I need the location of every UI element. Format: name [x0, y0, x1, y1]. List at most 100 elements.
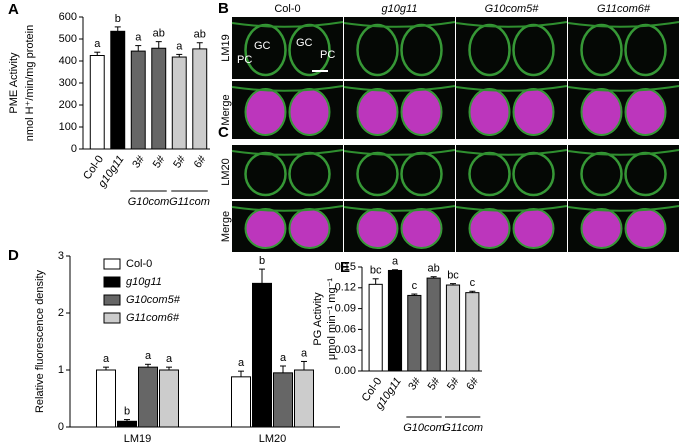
y-tick-label: 200 — [59, 99, 77, 111]
bar — [426, 277, 441, 372]
guard-cell-merge — [580, 88, 623, 136]
y-tick-label: 3 — [58, 250, 64, 262]
significance-letter: c — [412, 280, 418, 292]
y-tick-label: 0.15 — [335, 261, 356, 273]
y-axis-unit: nmol H⁺/min/mg protein — [24, 25, 36, 141]
guard-cell-merge — [580, 208, 623, 249]
group-label: G11com — [169, 196, 210, 208]
bar — [130, 50, 146, 150]
cell-wall — [567, 205, 680, 212]
guard-cell-merge — [624, 208, 667, 249]
guard-cell — [356, 23, 399, 77]
y-tick-label: 0 — [71, 143, 77, 155]
guard-cell — [244, 23, 287, 77]
bar — [138, 366, 158, 428]
legend-label: Col-0 — [126, 258, 152, 270]
y-axis-title: Relative fluorescence density — [34, 269, 46, 413]
bar — [273, 372, 293, 428]
guard-cell-merge — [468, 88, 511, 136]
row-label: LM19 — [220, 34, 232, 62]
cell-wall — [567, 149, 680, 156]
cell-annotation: GC — [296, 37, 313, 49]
group-label: G10com — [403, 422, 445, 434]
y-tick-label: 0.00 — [335, 365, 356, 377]
significance-letter: b — [259, 255, 265, 267]
guard-cell — [468, 151, 511, 197]
significance-letter: a — [392, 256, 399, 268]
y-tick-label: 0.03 — [335, 344, 356, 356]
guard-cell-merge — [400, 88, 443, 136]
y-tick-label: 300 — [59, 77, 77, 89]
row-label: LM20 — [220, 158, 232, 186]
y-tick-label: 100 — [59, 121, 77, 133]
cell-wall — [455, 85, 568, 92]
bar — [294, 369, 314, 428]
cell-wall — [343, 85, 456, 92]
x-tick-label: LM20 — [259, 433, 287, 445]
guard-cell — [244, 151, 287, 197]
significance-letter: c — [470, 277, 476, 289]
y-tick-label: 1 — [58, 364, 64, 376]
panel-label: B — [218, 0, 229, 17]
panel-label: E — [340, 259, 350, 276]
cell-wall — [231, 85, 344, 92]
significance-letter: a — [176, 40, 183, 52]
bar — [117, 420, 137, 428]
guard-cell-merge — [356, 208, 399, 249]
guard-cell-merge — [288, 208, 331, 249]
significance-letter: a — [135, 32, 142, 44]
column-label: G10com5# — [485, 3, 540, 15]
guard-cell — [580, 151, 623, 197]
y-tick-label: 0.09 — [335, 303, 356, 315]
guard-cell-merge — [356, 88, 399, 136]
significance-letter: a — [301, 347, 308, 359]
bar — [171, 56, 187, 150]
legend-label: G11com6# — [126, 312, 180, 324]
cell-annotation: PC — [237, 54, 252, 66]
legend-swatch — [103, 258, 121, 270]
y-tick-label: 400 — [59, 55, 77, 67]
guard-cell-merge — [288, 88, 331, 136]
y-tick-label: 0.06 — [335, 323, 356, 335]
y-axis-title: PG Activity — [312, 292, 324, 346]
panel-label: A — [8, 1, 19, 18]
row-label: Merge — [220, 211, 232, 242]
significance-letter: bc — [447, 270, 459, 282]
cell-wall — [455, 21, 568, 28]
bar — [445, 284, 461, 372]
guard-cell-merge — [244, 208, 287, 249]
bar — [89, 55, 105, 150]
legend-label: g10g11 — [126, 276, 162, 288]
significance-letter: a — [280, 352, 287, 364]
column-label: g10g11 — [382, 3, 418, 15]
cell-wall — [343, 205, 456, 212]
guard-cell-merge — [512, 88, 555, 136]
legend-swatch — [103, 294, 121, 306]
bar — [192, 48, 208, 150]
significance-letter: a — [166, 353, 173, 365]
bar — [387, 269, 403, 372]
y-tick-label: 600 — [59, 11, 77, 23]
legend-swatch — [103, 312, 121, 324]
significance-letter: bc — [370, 265, 382, 277]
panel-label: D — [8, 247, 19, 264]
x-tick-label: LM19 — [124, 433, 152, 445]
bar — [407, 294, 422, 372]
cell-wall — [455, 149, 568, 156]
guard-cell — [468, 23, 511, 77]
significance-letter: a — [145, 350, 152, 362]
cell-wall — [231, 205, 344, 212]
bar — [465, 292, 480, 372]
cell-wall — [343, 149, 456, 156]
significance-letter: a — [238, 357, 245, 369]
column-label: Col-0 — [274, 3, 300, 15]
y-tick-label: 0.12 — [335, 282, 356, 294]
bar — [96, 369, 116, 428]
cell-annotation: PC — [320, 49, 335, 61]
y-axis-unit: μmol min⁻¹ mg⁻¹ — [326, 278, 338, 360]
group-label: G10com — [128, 196, 170, 208]
significance-letter: b — [124, 405, 130, 417]
y-tick-label: 2 — [58, 307, 64, 319]
significance-letter: a — [94, 38, 101, 50]
